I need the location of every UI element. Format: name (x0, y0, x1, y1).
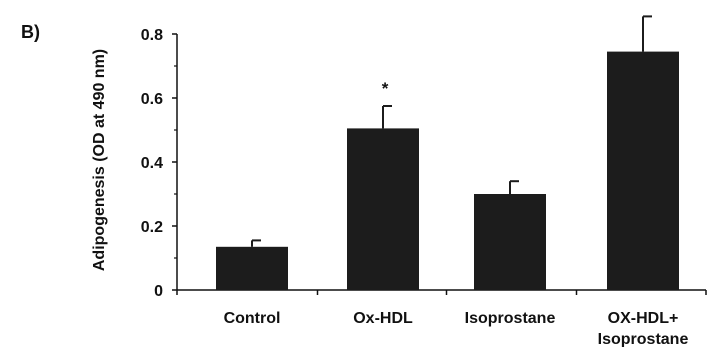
y-tick-label: 0.2 (141, 219, 163, 236)
bar (474, 194, 546, 290)
x-category-label-line: Isoprostane (598, 331, 689, 347)
x-category-label: OX-HDL+ Isoprostane (598, 310, 689, 347)
y-tick-label: 0.6 (141, 91, 163, 108)
y-tick-label: 0 (154, 283, 163, 300)
category-labels: Control Ox-HDL Isoprostane OX-HDL+ Isoprosta… (224, 310, 689, 347)
significance-marker: * (382, 79, 389, 98)
y-tick-label: 0.8 (141, 27, 163, 44)
x-category-label: Isoprostane (465, 310, 556, 327)
bar (347, 128, 419, 290)
panel-label: B) (21, 22, 40, 42)
x-category-label-line: OX-HDL+ (608, 310, 679, 327)
bar (607, 51, 679, 290)
y-tick-label: 0.4 (141, 155, 163, 172)
x-category-label: Control (224, 310, 281, 327)
x-category-label-line: Isoprostane (465, 310, 556, 327)
y-axis-label: Adipogenesis (OD at 490 nm) (91, 49, 108, 271)
x-category-label-line: Ox-HDL (353, 310, 413, 327)
bars: * (216, 15, 679, 290)
x-category-label-line: Control (224, 310, 281, 327)
x-category-label: Ox-HDL (353, 310, 413, 327)
bar (216, 246, 288, 290)
